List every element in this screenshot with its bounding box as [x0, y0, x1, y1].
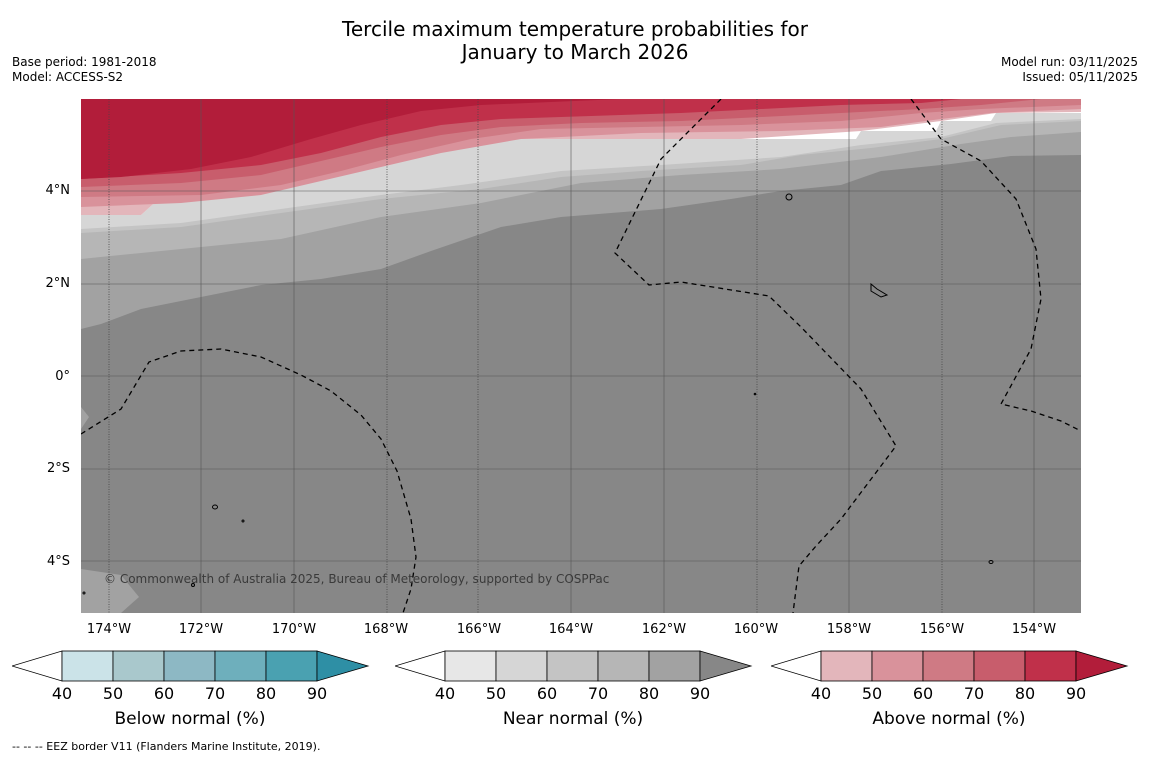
lon-label-162w: 162°W: [641, 622, 687, 637]
tick: 40: [51, 684, 73, 703]
colorbar-near-label: Near normal (%): [502, 709, 644, 729]
island-sw-1: [212, 504, 218, 510]
tick: 40: [434, 684, 456, 703]
base-period: Base period: 1981-2018: [12, 55, 157, 69]
graticule-solid: [81, 99, 1081, 613]
island-west-edge: [82, 591, 86, 595]
tick: 50: [861, 684, 883, 703]
eez-borders: [81, 99, 1081, 613]
cbar-near-over: [699, 650, 753, 682]
cbar-below-seg-5: [265, 650, 318, 682]
colorbar-above-label: Above normal (%): [872, 709, 1026, 729]
lon-label-174w: 174°W: [86, 622, 132, 637]
tick: 60: [153, 684, 175, 703]
cbar-above-over: [1075, 650, 1129, 682]
cbar-below-seg-4: [214, 650, 267, 682]
cbar-above-under: [771, 650, 822, 682]
lat-label-2n: 2°N: [45, 276, 71, 291]
tick: 40: [810, 684, 832, 703]
cbar-below-seg-1: [61, 650, 114, 682]
eez-border-east: [910, 99, 1081, 432]
tick: 50: [102, 684, 124, 703]
tick: 80: [255, 684, 277, 703]
eez-border-kiribati-line: [614, 99, 897, 613]
island-sw-3: [191, 583, 195, 587]
cbar-below-over: [316, 650, 370, 682]
islands: [82, 193, 994, 595]
island-jarvis: [753, 392, 757, 396]
tick: 80: [638, 684, 660, 703]
tick: 70: [587, 684, 609, 703]
graticule: [108, 99, 943, 613]
copyright-notice: © Commonwealth of Australia 2025, Bureau…: [104, 572, 610, 586]
lat-label-4s: 4°S: [46, 554, 70, 569]
cbar-above-seg-5: [1024, 650, 1077, 682]
lat-label-4n: 4°N: [45, 183, 71, 198]
above-normal-90-region: [81, 99, 621, 179]
cbar-near-under: [395, 650, 446, 682]
tick: 90: [1065, 684, 1087, 703]
cbar-near-seg-1: [444, 650, 497, 682]
map-canvas: [81, 99, 1081, 613]
model-run: Model run: 03/11/2025: [1000, 55, 1138, 69]
lon-label-170w: 170°W: [271, 622, 317, 637]
island-north: [785, 193, 793, 201]
near-normal-80-patch-sw: [81, 569, 139, 613]
lat-label-2s: 2°S: [46, 461, 70, 476]
tick: 70: [204, 684, 226, 703]
meta-left: Base period: 1981-2018 Model: ACCESS-S2: [12, 55, 157, 85]
lon-label-154w: 154°W: [1011, 622, 1057, 637]
map-title: Tercile maximum temperature probabilitie…: [0, 18, 1150, 64]
map-area: [81, 99, 1081, 613]
colorbar-below-label: Below normal (%): [114, 709, 266, 729]
lon-label-172w: 172°W: [178, 622, 224, 637]
cbar-below-under: [12, 650, 63, 682]
island-kiritimati: [870, 282, 889, 298]
cbar-above-seg-1: [820, 650, 873, 682]
cbar-above-seg-2: [871, 650, 924, 682]
tick: 60: [912, 684, 934, 703]
lon-label-164w: 164°W: [548, 622, 594, 637]
colorbar-above-normal: [771, 650, 1129, 682]
meta-right: Model run: 03/11/2025 Issued: 05/11/2025: [1001, 55, 1138, 85]
tick: 60: [536, 684, 558, 703]
cbar-below-seg-3: [163, 650, 216, 682]
cbar-near-seg-3: [546, 650, 599, 682]
lon-label-156w: 156°W: [919, 622, 965, 637]
lon-label-168w: 168°W: [363, 622, 409, 637]
cbar-near-seg-4: [597, 650, 650, 682]
eez-footnote: -- -- -- EEZ border V11 (Flanders Marine…: [12, 740, 321, 753]
cbar-above-seg-4: [973, 650, 1026, 682]
model-name: Model: ACCESS-S2: [12, 70, 124, 84]
cbar-above-seg-3: [922, 650, 975, 682]
cbar-near-seg-2: [495, 650, 548, 682]
lat-label-0: 0°: [55, 369, 70, 384]
lon-label-158w: 158°W: [826, 622, 872, 637]
title-line-2: January to March 2026: [461, 40, 689, 64]
tick: 70: [963, 684, 985, 703]
near-normal-80-patch-w: [81, 407, 89, 429]
island-sw-2: [241, 519, 245, 523]
title-line-1: Tercile maximum temperature probabilitie…: [342, 17, 808, 41]
tick: 80: [1014, 684, 1036, 703]
colorbar-below-normal: [12, 650, 370, 682]
lon-label-160w: 160°W: [733, 622, 779, 637]
tick: 90: [306, 684, 328, 703]
issued-date: Issued: 05/11/2025: [1022, 70, 1138, 84]
lon-label-166w: 166°W: [456, 622, 502, 637]
tick: 50: [485, 684, 507, 703]
tick: 90: [689, 684, 711, 703]
island-se: [988, 560, 994, 564]
cbar-near-seg-5: [648, 650, 701, 682]
cbar-below-seg-2: [112, 650, 165, 682]
colorbar-near-normal: [395, 650, 753, 682]
